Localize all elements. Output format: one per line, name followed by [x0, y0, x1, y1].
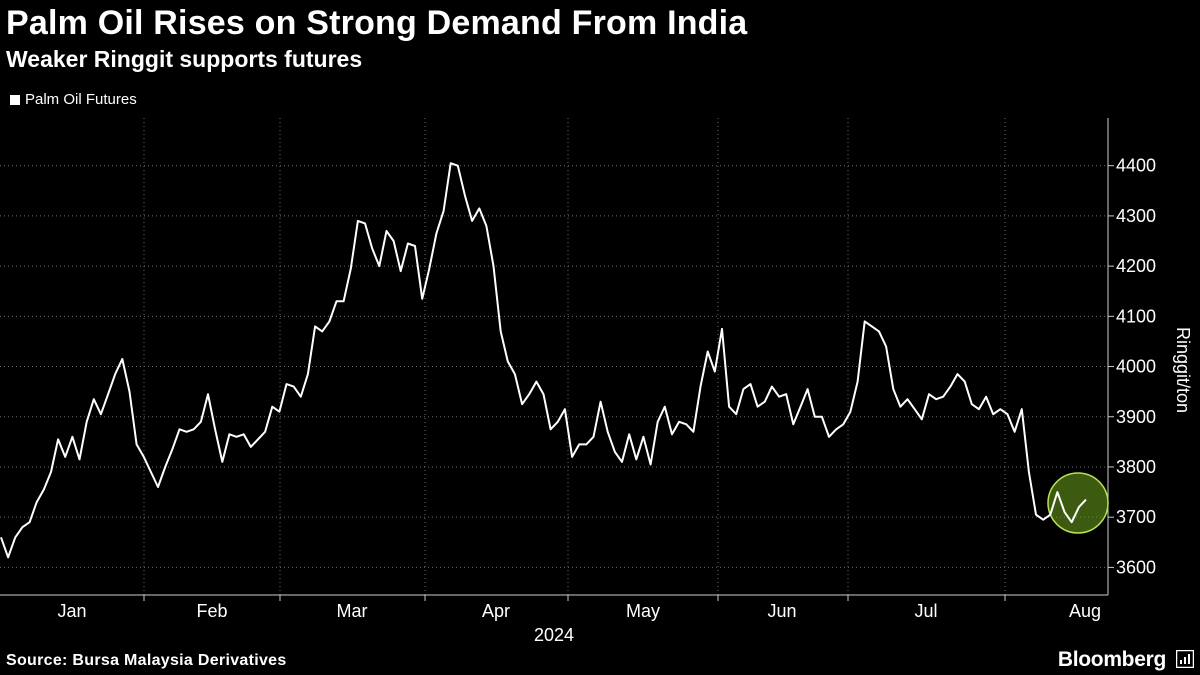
series-line-palm-oil-futures [0, 162, 1087, 559]
x-tick-label: Feb [196, 601, 227, 621]
y-tick-label: 3900 [1116, 407, 1156, 427]
x-tick-label: Mar [337, 601, 368, 621]
y-tick-label: 4200 [1116, 256, 1156, 276]
gridlines [0, 118, 1108, 595]
legend-swatch [10, 94, 20, 105]
x-tick-label: May [626, 601, 660, 621]
y-tick-label: 3600 [1116, 557, 1156, 577]
chart-subtitle: Weaker Ringgit supports futures [6, 46, 363, 72]
y-tick-label: 4400 [1116, 156, 1156, 176]
y-tick-label: 4000 [1116, 357, 1156, 377]
y-tick-label: 4300 [1116, 206, 1156, 226]
chart-title: Palm Oil Rises on Strong Demand From Ind… [6, 4, 748, 42]
x-tick-label: Jun [767, 601, 796, 621]
source-note: Source: Bursa Malaysia Derivatives [6, 652, 287, 669]
y-axis-label: Ringgit/ton [1173, 327, 1193, 413]
x-tick-label: Apr [482, 601, 510, 621]
axes [0, 118, 1114, 601]
x-year-label: 2024 [534, 625, 574, 645]
x-tick-label: Aug [1069, 601, 1101, 621]
y-tick-labels: 3600 3700 3800 3900 4000 4100 4200 4300 4400 [1116, 156, 1156, 578]
series-lines [0, 162, 1087, 559]
x-tick-label: Jul [914, 601, 937, 621]
x-tick-label: Jan [57, 601, 86, 621]
y-tick-label: 3700 [1116, 507, 1156, 527]
bloomberg-square-icon [1176, 650, 1194, 668]
bloomberg-logo: Bloomberg [1057, 648, 1166, 671]
y-tick-label: 3800 [1116, 457, 1156, 477]
y-tick-label: 4100 [1116, 306, 1156, 326]
highlight-annotation [1047, 472, 1109, 534]
x-tick-labels: Jan Feb Mar Apr May Jun Jul Aug [57, 601, 1101, 621]
highlight-circle [1047, 472, 1109, 534]
legend-label: Palm Oil Futures [25, 91, 137, 108]
legend: Palm Oil Futures [10, 91, 137, 108]
